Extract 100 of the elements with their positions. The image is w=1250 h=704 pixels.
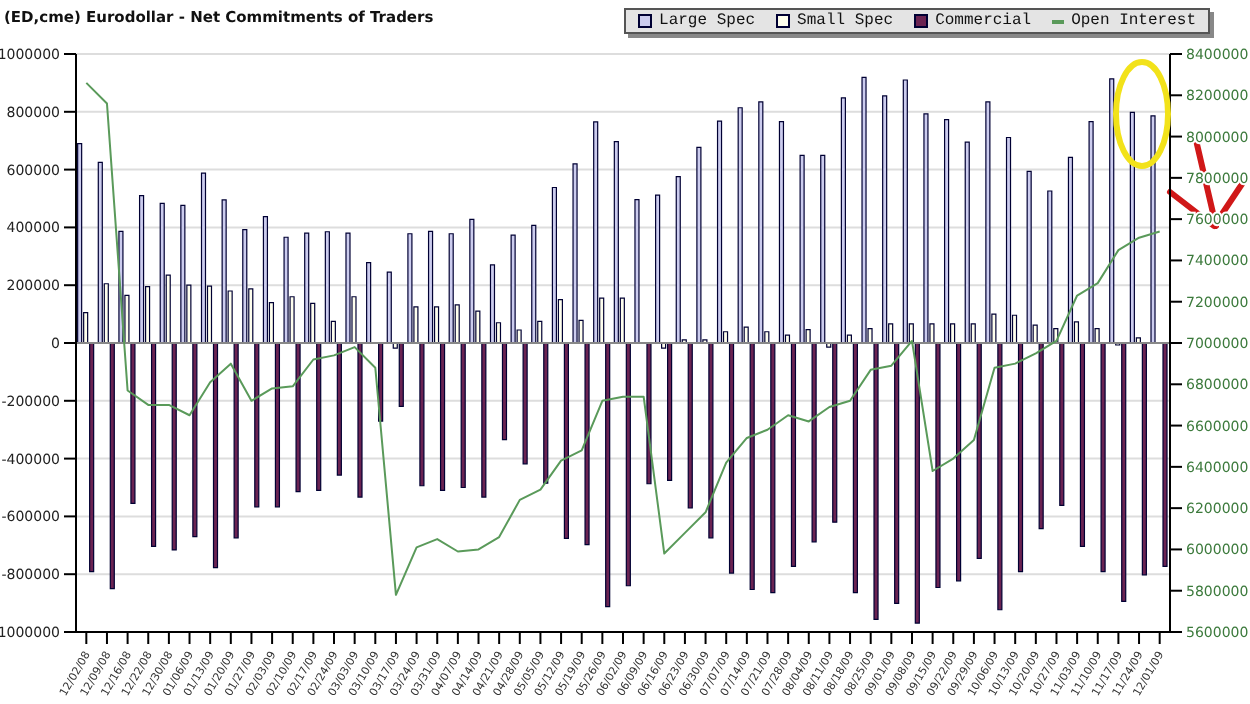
bar: [419, 342, 425, 487]
bar: [1141, 342, 1147, 576]
bar: [572, 163, 578, 344]
bar: [1150, 115, 1156, 344]
bar: [150, 342, 157, 548]
bar: [180, 204, 186, 344]
bar: [77, 142, 83, 344]
bar: [593, 121, 599, 344]
bar: [894, 342, 900, 604]
bar: [935, 342, 941, 589]
bar: [274, 342, 281, 508]
bar: [221, 199, 227, 344]
bar: [955, 342, 962, 582]
bar: [489, 264, 496, 344]
bar: [233, 342, 239, 539]
bar: [1121, 342, 1127, 602]
bar: [758, 101, 764, 344]
legend-label: Large Spec: [659, 12, 756, 30]
legend-label: Small Spec: [797, 12, 894, 30]
bar: [316, 342, 322, 491]
bar: [336, 342, 342, 476]
bar: [448, 233, 454, 344]
bar: [1005, 136, 1012, 344]
bar: [675, 175, 681, 344]
bar: [852, 342, 858, 594]
bar: [386, 271, 392, 344]
bar: [625, 342, 631, 587]
bar: [790, 342, 797, 567]
bar: [304, 232, 310, 344]
bar: [1017, 342, 1024, 573]
bar: [481, 342, 487, 498]
bar: [89, 342, 95, 573]
bar: [242, 229, 248, 344]
bar: [799, 154, 805, 344]
bar: [728, 342, 735, 574]
bar: [1079, 342, 1086, 548]
bar: [820, 154, 826, 344]
bar: [770, 342, 776, 594]
bar: [1026, 170, 1032, 344]
bar: [667, 342, 673, 481]
bar: [840, 97, 846, 344]
bar: [398, 342, 404, 407]
bar: [811, 342, 817, 543]
legend-label: Commercial: [935, 12, 1032, 30]
bar: [832, 342, 838, 523]
bar: [283, 236, 289, 344]
bar: [345, 232, 351, 344]
bar: [605, 342, 611, 608]
bar: [460, 342, 466, 489]
bar: [109, 342, 115, 590]
bar: [510, 234, 516, 344]
line-series: [85, 81, 1161, 596]
bar: [873, 342, 879, 620]
bar: [687, 342, 693, 509]
bar: [427, 230, 434, 344]
bar: [192, 342, 198, 538]
bar: [262, 216, 269, 344]
bar: [985, 101, 991, 344]
bar: [902, 79, 908, 344]
bar: [778, 121, 785, 344]
bar: [914, 342, 920, 624]
bar: [696, 146, 702, 344]
bar: [551, 186, 558, 344]
bar: [130, 342, 136, 504]
bar: [295, 342, 301, 493]
bar: [634, 199, 640, 344]
bar: [1088, 121, 1094, 344]
bar: [407, 233, 413, 344]
bar: [943, 119, 950, 344]
bar: [469, 218, 475, 344]
bar: [861, 76, 867, 344]
bar: [366, 262, 372, 344]
bar: [159, 202, 165, 344]
bar: [543, 342, 549, 484]
bar: [1059, 342, 1065, 507]
bar: [531, 224, 537, 344]
bar: [716, 120, 723, 344]
bar: [563, 342, 570, 539]
bar: [655, 194, 661, 344]
bar: [1038, 342, 1044, 530]
bar: [976, 342, 982, 559]
bar: [171, 342, 177, 551]
bar: [324, 231, 330, 344]
bar: [357, 342, 363, 498]
bar: [964, 141, 970, 344]
bar: [1047, 190, 1053, 344]
bar: [708, 342, 714, 539]
bar: [1162, 342, 1168, 567]
bar: [749, 342, 755, 591]
bar: [138, 195, 145, 344]
bar: [501, 342, 508, 441]
bar: [584, 342, 590, 546]
bar: [200, 172, 207, 344]
bar: [997, 342, 1003, 611]
bar: [613, 140, 619, 344]
bar: [1067, 156, 1074, 344]
legend-label: Open Interest: [1071, 12, 1196, 30]
bar: [1109, 78, 1115, 344]
bar: [212, 342, 219, 569]
bar: [882, 95, 888, 344]
